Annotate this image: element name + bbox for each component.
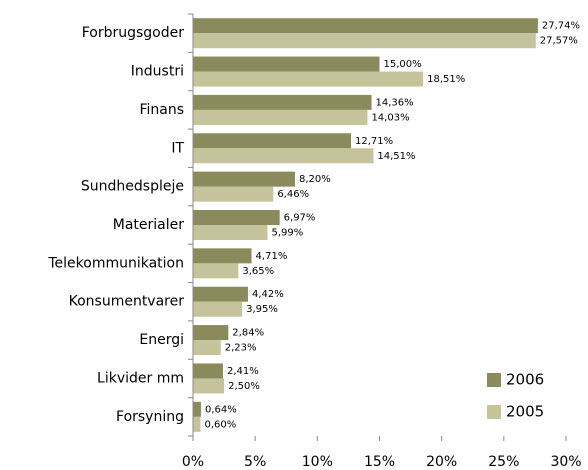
category-label: Konsumentvarer [69, 294, 185, 310]
bar [193, 325, 229, 341]
x-tick-label: 5% [244, 454, 266, 470]
x-tick-label: 20% [426, 454, 457, 470]
bar [193, 286, 248, 302]
value-label: 0,60% [204, 419, 236, 430]
bar [193, 133, 352, 149]
value-label: 2,23% [225, 343, 257, 354]
value-label: 4,71% [256, 251, 288, 262]
value-label: 18,51% [427, 74, 465, 85]
category-label: Energi [139, 332, 184, 348]
legend-label: 2005 [506, 403, 544, 421]
bar [193, 33, 536, 49]
category-label: Likvider mm [97, 370, 184, 386]
category-label: Forbrugsgoder [82, 25, 185, 41]
legend-swatch [487, 405, 501, 419]
category-label: IT [171, 140, 184, 156]
value-label: 3,95% [246, 304, 278, 315]
bar [193, 363, 223, 379]
value-label: 3,65% [242, 266, 274, 277]
value-label: 27,57% [540, 36, 578, 47]
value-label: 6,97% [284, 213, 316, 224]
x-tick-label: 30% [550, 454, 581, 470]
bar [193, 301, 243, 317]
value-label: 14,36% [376, 97, 414, 108]
bar [193, 263, 239, 279]
x-tick-label: 25% [488, 454, 519, 470]
value-label: 2,50% [228, 381, 260, 392]
bar [193, 18, 538, 34]
bar [193, 401, 201, 417]
x-tick-label: 10% [302, 454, 333, 470]
category-label: Finans [139, 102, 184, 118]
bar [193, 171, 295, 187]
category-label: Materialer [113, 217, 184, 233]
x-tick-label: 15% [364, 454, 395, 470]
bar [193, 340, 221, 356]
value-label: 8,20% [299, 174, 331, 185]
category-label: Industri [131, 64, 184, 80]
bar [193, 71, 424, 87]
value-label: 14,03% [371, 112, 409, 123]
value-label: 5,99% [271, 228, 303, 239]
bar [193, 248, 252, 264]
value-label: 27,74% [542, 21, 580, 32]
value-label: 15,00% [384, 59, 422, 70]
bar [193, 416, 201, 432]
value-label: 14,51% [377, 151, 415, 162]
legend-label: 2006 [506, 371, 544, 389]
value-label: 2,84% [232, 328, 264, 339]
bar [193, 109, 368, 125]
bar [193, 186, 274, 202]
value-label: 4,42% [252, 289, 284, 300]
legend-swatch [487, 373, 501, 387]
bar [193, 148, 374, 164]
x-tick-label: 0% [182, 454, 204, 470]
category-label: Forsyning [116, 409, 184, 425]
category-label: Telekommunikation [47, 255, 184, 271]
category-label: Sundhedspleje [81, 179, 184, 195]
value-label: 6,46% [277, 189, 309, 200]
value-label: 2,41% [227, 366, 259, 377]
bar [193, 210, 280, 225]
bar [193, 94, 372, 110]
bar [193, 56, 380, 72]
bar [193, 378, 225, 394]
value-label: 0,64% [205, 404, 237, 415]
bar [193, 225, 268, 240]
value-label: 12,71% [355, 136, 393, 147]
